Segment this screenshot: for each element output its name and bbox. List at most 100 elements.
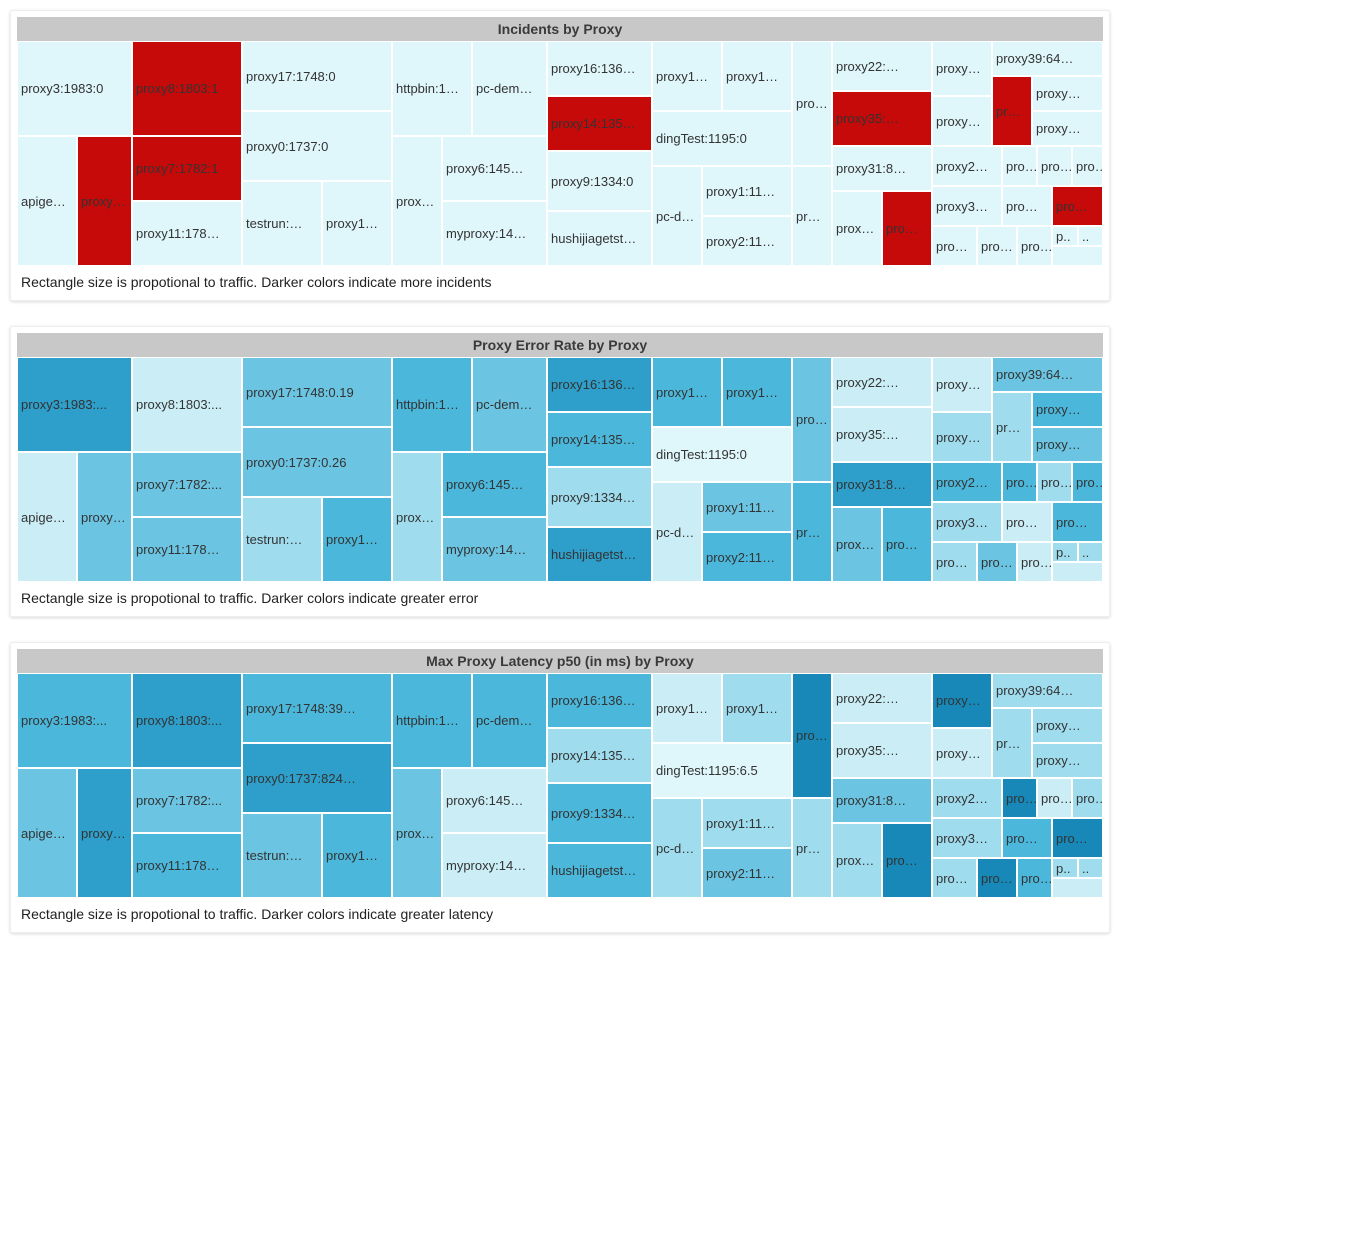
treemap-node-proxyX[interactable]: proxy… bbox=[77, 768, 132, 898]
treemap-node-pr_s2[interactable]: pr… bbox=[792, 482, 832, 582]
treemap-node-pro_h[interactable]: pro… bbox=[1002, 502, 1052, 542]
treemap-node-proxy1_11[interactable]: proxy1:11… bbox=[702, 482, 792, 532]
treemap-node-pcdem[interactable]: pc-dem… bbox=[472, 673, 547, 768]
treemap-node-pr_col[interactable]: pr… bbox=[992, 76, 1032, 146]
treemap-node-proxy9[interactable]: proxy9:1334… bbox=[547, 467, 652, 527]
treemap-node-prox_m[interactable]: prox… bbox=[392, 136, 442, 266]
treemap-node-pr_s2[interactable]: pr… bbox=[792, 166, 832, 266]
treemap-node-pro_i[interactable]: pro… bbox=[1052, 818, 1103, 858]
treemap-node-proxy0[interactable]: proxy0:1737:0 bbox=[242, 111, 392, 181]
treemap-node-pro_k[interactable]: p.. bbox=[1052, 226, 1078, 246]
treemap-node-hushi[interactable]: hushijiagetst… bbox=[547, 527, 652, 582]
treemap-node-pro_m[interactable] bbox=[1052, 562, 1103, 582]
treemap-node-dingTest[interactable]: dingTest:1195:0 bbox=[652, 427, 792, 482]
treemap-node-p1top[interactable]: proxy1… bbox=[652, 673, 722, 743]
treemap-node-prox_a[interactable]: prox… bbox=[832, 507, 882, 582]
treemap-node-proxy0[interactable]: proxy0:1737:0.26 bbox=[242, 427, 392, 497]
treemap-node-pcdem[interactable]: pc-dem… bbox=[472, 357, 547, 452]
treemap-node-proxy16[interactable]: proxy16:136… bbox=[547, 673, 652, 728]
treemap-node-proxy_r2[interactable]: proxy… bbox=[1032, 427, 1103, 462]
treemap-node-proxy_t[interactable]: proxy… bbox=[932, 673, 992, 728]
treemap-node-pcdem[interactable]: pc-dem… bbox=[472, 41, 547, 136]
treemap-node-proxy17[interactable]: proxy17:1748:0 bbox=[242, 41, 392, 111]
treemap-node-pro_l[interactable]: .. bbox=[1078, 858, 1103, 878]
treemap-node-proxy39[interactable]: proxy39:64… bbox=[992, 357, 1103, 392]
treemap-node-pro_c[interactable]: pro… bbox=[932, 858, 977, 898]
treemap-node-proxy3[interactable]: proxy3:1983:... bbox=[17, 673, 132, 768]
treemap-node-pro_e[interactable]: pro… bbox=[1002, 146, 1037, 186]
treemap-node-proxy11[interactable]: proxy11:178… bbox=[132, 201, 242, 266]
treemap-node-proxy_t2[interactable]: proxy… bbox=[932, 96, 992, 146]
treemap-node-pro_i[interactable]: pro… bbox=[1052, 186, 1103, 226]
treemap-node-proxy8[interactable]: proxy8:1803:... bbox=[132, 357, 242, 452]
treemap-node-proxy0[interactable]: proxy0:1737:824… bbox=[242, 743, 392, 813]
treemap-node-p1top[interactable]: proxy1… bbox=[652, 41, 722, 111]
treemap-node-proxy22[interactable]: proxy22:… bbox=[832, 357, 932, 407]
treemap-node-proxy11[interactable]: proxy11:178… bbox=[132, 833, 242, 898]
treemap-node-pro_b[interactable]: pro… bbox=[882, 823, 932, 898]
treemap-node-proxy2_11[interactable]: proxy2:11… bbox=[702, 532, 792, 582]
treemap-node-proxy1_11[interactable]: proxy1:11… bbox=[702, 166, 792, 216]
treemap-node-pro_e[interactable]: pro… bbox=[1002, 778, 1037, 818]
treemap-node-prox_a[interactable]: prox… bbox=[832, 823, 882, 898]
treemap-node-proxy8[interactable]: proxy8:1803:1 bbox=[132, 41, 242, 136]
treemap-node-pro_i[interactable]: pro… bbox=[1052, 502, 1103, 542]
treemap-node-pro_j[interactable]: pro… bbox=[1017, 858, 1052, 898]
treemap-node-proxy6[interactable]: proxy6:145… bbox=[442, 452, 547, 517]
treemap-node-proxy16[interactable]: proxy16:136… bbox=[547, 41, 652, 96]
treemap-node-proxy6[interactable]: proxy6:145… bbox=[442, 768, 547, 833]
treemap-node-pro_g[interactable]: pro… bbox=[1072, 462, 1103, 502]
treemap-node-proxy14[interactable]: proxy14:135… bbox=[547, 96, 652, 151]
treemap-node-proxy2s[interactable]: proxy2… bbox=[932, 778, 1002, 818]
treemap-node-dingTest[interactable]: dingTest:1195:0 bbox=[652, 111, 792, 166]
treemap-node-proxyX[interactable]: proxy… bbox=[77, 452, 132, 582]
treemap-node-proxy_r2[interactable]: proxy… bbox=[1032, 111, 1103, 146]
treemap-node-proxy7[interactable]: proxy7:1782:... bbox=[132, 768, 242, 833]
treemap-node-proxy31[interactable]: proxy31:8… bbox=[832, 146, 932, 191]
treemap-node-pro_l[interactable]: .. bbox=[1078, 226, 1103, 246]
treemap-node-proxy22[interactable]: proxy22:… bbox=[832, 673, 932, 723]
treemap-node-testrun[interactable]: testrun:… bbox=[242, 497, 322, 582]
treemap-node-pro_m[interactable] bbox=[1052, 878, 1103, 898]
treemap-node-proxy3s[interactable]: proxy3… bbox=[932, 818, 1002, 858]
treemap-node-proxy22[interactable]: proxy22:… bbox=[832, 41, 932, 91]
treemap-node-testrun[interactable]: testrun:… bbox=[242, 813, 322, 898]
treemap-node-pro_s[interactable]: pro… bbox=[792, 673, 832, 798]
treemap-node-pcd2[interactable]: pc-d… bbox=[652, 482, 702, 582]
treemap-node-p1top2[interactable]: proxy1… bbox=[722, 673, 792, 743]
treemap-node-proxy1_11[interactable]: proxy1:11… bbox=[702, 798, 792, 848]
treemap-node-p1top2[interactable]: proxy1… bbox=[722, 41, 792, 111]
treemap-node-pro_d[interactable]: pro… bbox=[977, 226, 1017, 266]
treemap-node-hushi[interactable]: hushijiagetst… bbox=[547, 211, 652, 266]
treemap-node-proxy39[interactable]: proxy39:64… bbox=[992, 41, 1103, 76]
treemap-node-proxy9[interactable]: proxy9:1334… bbox=[547, 783, 652, 843]
treemap-node-pcd2[interactable]: pc-d… bbox=[652, 166, 702, 266]
treemap-node-pro_m[interactable] bbox=[1052, 246, 1103, 266]
treemap-node-pr_col[interactable]: pr… bbox=[992, 708, 1032, 778]
treemap-node-pro_f[interactable]: pro… bbox=[1037, 778, 1072, 818]
treemap-node-proxy2s[interactable]: proxy2… bbox=[932, 146, 1002, 186]
treemap-node-proxy1b[interactable]: proxy1… bbox=[322, 497, 392, 582]
treemap-node-proxy17[interactable]: proxy17:1748:39… bbox=[242, 673, 392, 743]
treemap-node-pro_j[interactable]: pro… bbox=[1017, 226, 1052, 266]
treemap-node-myproxy[interactable]: myproxy:14… bbox=[442, 833, 547, 898]
treemap-node-pro_k[interactable]: p.. bbox=[1052, 858, 1078, 878]
treemap-node-pro_g[interactable]: pro… bbox=[1072, 146, 1103, 186]
treemap-node-proxy2_11[interactable]: proxy2:11… bbox=[702, 216, 792, 266]
treemap-node-p1top[interactable]: proxy1… bbox=[652, 357, 722, 427]
treemap-node-proxy11[interactable]: proxy11:178… bbox=[132, 517, 242, 582]
treemap-node-proxy14[interactable]: proxy14:135… bbox=[547, 728, 652, 783]
treemap-node-proxy3[interactable]: proxy3:1983:0 bbox=[17, 41, 132, 136]
treemap-node-pr_s2[interactable]: pr… bbox=[792, 798, 832, 898]
treemap-node-pro_s[interactable]: pro… bbox=[792, 357, 832, 482]
treemap-node-proxy2s[interactable]: proxy2… bbox=[932, 462, 1002, 502]
treemap-node-proxy6[interactable]: proxy6:145… bbox=[442, 136, 547, 201]
treemap-node-pro_d[interactable]: pro… bbox=[977, 542, 1017, 582]
treemap-node-proxy_t2[interactable]: proxy… bbox=[932, 412, 992, 462]
treemap-node-pro_c[interactable]: pro… bbox=[932, 542, 977, 582]
treemap-node-pro_f[interactable]: pro… bbox=[1037, 462, 1072, 502]
treemap-node-prox_m[interactable]: prox… bbox=[392, 452, 442, 582]
treemap-node-myproxy[interactable]: myproxy:14… bbox=[442, 517, 547, 582]
treemap-node-pcd2[interactable]: pc-d… bbox=[652, 798, 702, 898]
treemap-node-prox_a[interactable]: prox… bbox=[832, 191, 882, 266]
